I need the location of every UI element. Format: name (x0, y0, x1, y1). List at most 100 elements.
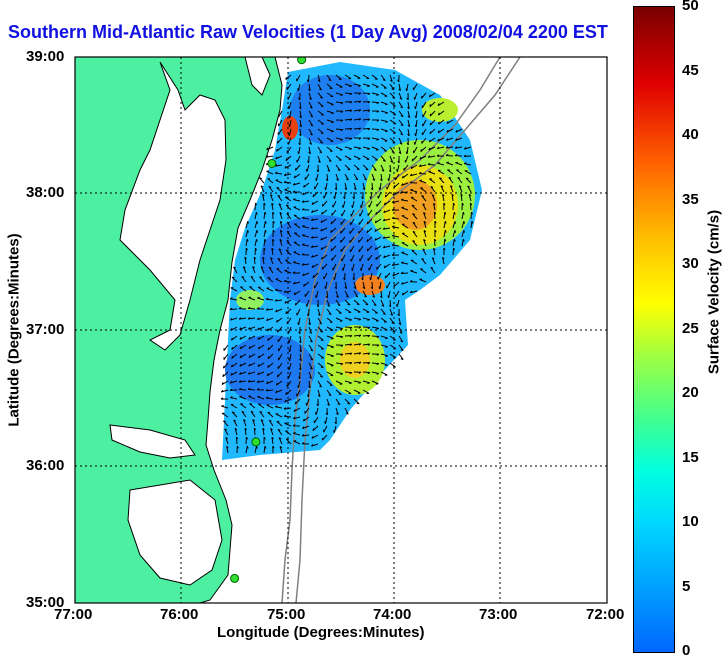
velocity-arrow (222, 420, 229, 427)
velocity-arrow (250, 410, 256, 418)
velocity-arrow (259, 411, 265, 418)
velocity-arrow (349, 236, 355, 243)
velocity-arrow (391, 234, 400, 238)
velocity-arrow (398, 128, 404, 136)
velocity-arrow (248, 362, 256, 367)
velocity-arrow (445, 153, 454, 157)
velocity-arrow (410, 259, 418, 265)
velocity-arrow (353, 109, 362, 112)
velocity-arrow (294, 223, 301, 229)
velocity-arrow (274, 405, 283, 409)
velocity-arrow (254, 221, 259, 229)
colorbar-tick: 10 (682, 513, 699, 530)
velocity-arrow (326, 92, 334, 97)
velocity-arrow (311, 443, 319, 447)
velocity-arrow (256, 307, 265, 310)
velocity-arrow (359, 209, 364, 217)
velocity-arrow (310, 218, 319, 221)
velocity-arrow (277, 428, 283, 436)
velocity-arrow (270, 257, 274, 265)
velocity-arrow (401, 242, 409, 247)
velocity-arrow (317, 353, 324, 359)
velocity-arrow (421, 101, 427, 109)
y-tick: 39:00 (26, 48, 65, 65)
velocity-arrow (310, 227, 319, 230)
velocity-arrow (380, 299, 385, 307)
velocity-arrow (230, 287, 238, 292)
velocity-arrow (386, 182, 391, 190)
velocity-arrow (266, 287, 274, 292)
velocity-arrow (257, 362, 265, 368)
velocity-arrow (239, 353, 247, 359)
velocity-arrow (409, 290, 418, 294)
velocity-arrow (371, 164, 377, 171)
velocity-arrow (372, 344, 380, 347)
velocity-arrow (343, 191, 346, 200)
velocity-arrow (392, 272, 400, 277)
colorbar-tick: 0 (682, 642, 691, 659)
velocity-arrow (312, 425, 319, 432)
velocity-arrow (380, 371, 388, 376)
velocity-arrow (427, 155, 436, 158)
velocity-arrow (412, 221, 418, 229)
velocity-arrow (374, 227, 382, 232)
velocity-arrow (470, 211, 474, 220)
velocity-arrow (464, 170, 472, 175)
velocity-arrow (431, 194, 436, 202)
velocity-arrow (267, 178, 274, 184)
velocity-arrow (297, 146, 301, 155)
velocity-arrow (353, 308, 361, 313)
velocity-arrow (461, 230, 465, 238)
velocity-arrow (398, 137, 403, 145)
velocity-arrow (371, 101, 380, 105)
velocity-arrow (380, 119, 388, 123)
velocity-arrow (344, 92, 353, 96)
velocity-arrow (454, 153, 463, 157)
velocity-arrow (235, 436, 239, 445)
velocity-arrow (335, 173, 339, 181)
velocity-arrow (398, 83, 401, 92)
velocity-arrow (384, 191, 391, 198)
velocity-arrow (288, 101, 292, 109)
velocity-arrow (267, 335, 274, 341)
velocity-arrow (421, 258, 427, 265)
velocity-arrow (340, 227, 346, 234)
velocity-arrow (245, 445, 249, 454)
velocity-arrow (326, 371, 334, 376)
velocity-arrow (326, 137, 334, 142)
velocity-arrow (353, 299, 360, 306)
velocity-arrow (454, 146, 463, 149)
velocity-arrow (275, 179, 283, 184)
velocity-arrow (371, 290, 376, 298)
velocity-arrow (335, 317, 343, 322)
velocity-arrow (353, 118, 362, 121)
velocity-arrow (310, 245, 319, 248)
velocity-arrow (266, 380, 274, 385)
velocity-arrow (248, 335, 256, 340)
velocity-arrow (335, 326, 343, 330)
velocity-arrow (293, 251, 301, 256)
velocity-arrow (262, 256, 265, 265)
colorbar-label: Surface Velocity (cm/s) (705, 209, 723, 375)
velocity-arrow (397, 155, 400, 164)
velocity-arrow (362, 146, 370, 150)
velocity-arrow (266, 146, 274, 151)
velocity-arrow (229, 388, 238, 391)
velocity-arrow (413, 137, 418, 145)
velocity-arrow (302, 272, 310, 277)
velocity-arrow (256, 388, 265, 391)
velocity-arrow (344, 155, 352, 160)
velocity-arrow (429, 101, 436, 108)
x-axis-label: Longitude (Degrees:Minutes) (217, 624, 425, 641)
velocity-arrow (230, 317, 238, 321)
velocity-arrow (362, 127, 371, 131)
velocity-arrow (389, 362, 396, 368)
velocity-arrow (358, 227, 364, 234)
colorbar-tick: 45 (682, 62, 699, 79)
velocity-arrow (240, 286, 247, 292)
velocity-arrow (248, 296, 256, 301)
velocity-arrow (401, 182, 409, 186)
velocity-arrow (275, 380, 283, 386)
velocity-arrow (254, 247, 258, 256)
velocity-arrow (293, 206, 301, 211)
